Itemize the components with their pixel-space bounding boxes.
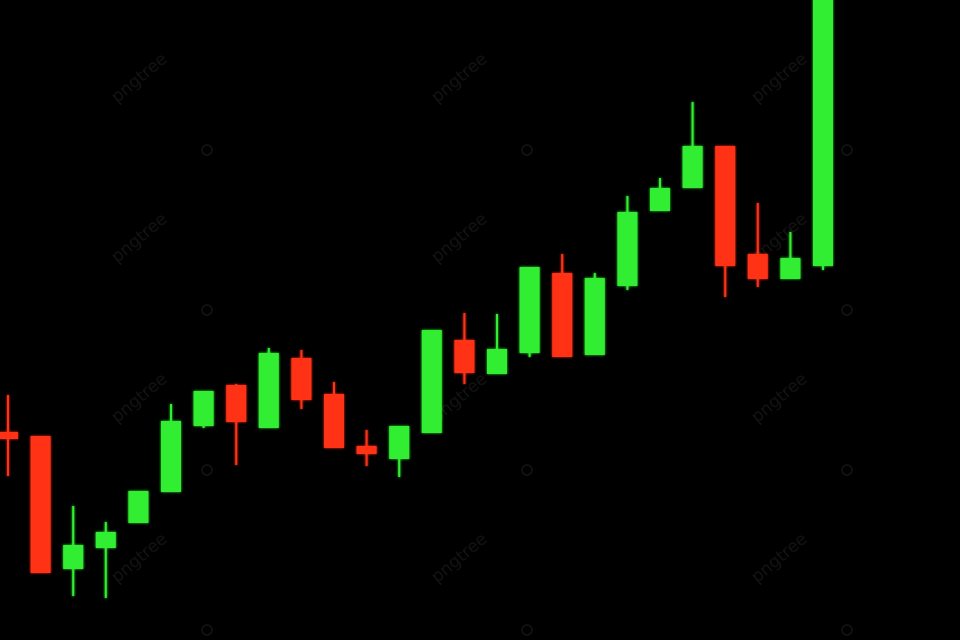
candle-23 [715,146,736,297]
candle-18 [552,254,573,357]
candle-body [161,421,181,492]
watermark-mark-icon [201,624,213,636]
candle-4 [95,522,116,598]
watermark-mark-icon [521,144,533,156]
candle-body [747,254,768,279]
candle-5 [128,491,149,523]
candle-6 [161,404,181,492]
candle-body [128,491,149,523]
candle-20 [617,196,638,290]
candle-7 [193,391,214,428]
candle-12 [356,430,377,466]
candle-2 [30,436,51,573]
candle-body [95,532,116,548]
candle-body [356,446,377,454]
candle-16 [487,314,507,374]
candle-body [780,258,801,279]
candle-8 [226,384,247,465]
candle-body [519,267,540,353]
watermark-mark-icon [841,144,853,156]
watermark-mark-icon [201,304,213,316]
watermark-mark-icon [841,464,853,476]
watermark-mark-icon [521,464,533,476]
candle-11 [324,382,344,448]
watermark-mark-icon [841,304,853,316]
candle-body [63,545,84,569]
candle-body [487,349,507,374]
candle-body [552,273,573,357]
candle-24 [747,203,768,287]
candle-body [30,436,51,573]
candle-17 [519,267,540,357]
candle-13 [389,426,410,477]
candle-3 [63,506,84,596]
candle-body [389,426,410,459]
watermark-mark-icon [841,624,853,636]
watermark-mark-icon [201,464,213,476]
candle-14 [421,330,442,433]
candle-25 [780,232,801,279]
candle-9 [258,348,279,428]
candle-10 [291,350,312,409]
candle-body [0,432,18,439]
candle-body [193,391,214,426]
candle-body [454,340,475,373]
candle-26 [813,0,833,270]
candles-layer [0,0,833,598]
candle-body [258,353,279,428]
candle-body [226,385,247,422]
watermark-mark-icon [521,624,533,636]
candle-body [584,278,605,355]
candle-body [715,146,736,266]
candle-body [650,188,670,211]
candle-body [324,394,344,448]
candle-19 [584,273,605,355]
candle-21 [650,178,670,211]
candle-body [421,330,442,433]
candle-15 [454,313,475,384]
candle-body [291,358,312,400]
candle-22 [682,102,703,188]
candle-body [682,146,703,188]
watermark-mark-icon [201,144,213,156]
candle-1 [0,395,18,476]
candle-body [813,0,833,266]
candle-body [617,212,638,286]
